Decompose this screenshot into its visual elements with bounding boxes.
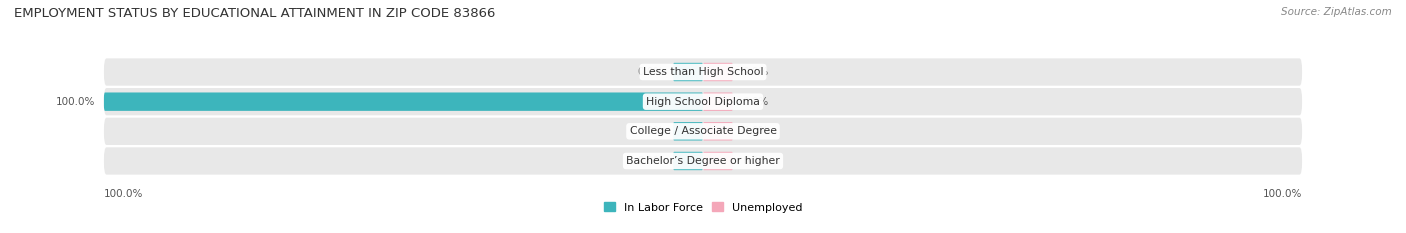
Text: 100.0%: 100.0% <box>104 189 143 199</box>
Text: 0.0%: 0.0% <box>742 156 768 166</box>
Text: 0.0%: 0.0% <box>638 126 664 136</box>
Text: High School Diploma: High School Diploma <box>647 97 759 107</box>
Text: Bachelor’s Degree or higher: Bachelor’s Degree or higher <box>626 156 780 166</box>
Legend: In Labor Force, Unemployed: In Labor Force, Unemployed <box>603 202 803 213</box>
FancyBboxPatch shape <box>703 122 733 140</box>
FancyBboxPatch shape <box>673 63 703 81</box>
Text: College / Associate Degree: College / Associate Degree <box>630 126 776 136</box>
Text: Source: ZipAtlas.com: Source: ZipAtlas.com <box>1281 7 1392 17</box>
Text: 100.0%: 100.0% <box>56 97 96 107</box>
FancyBboxPatch shape <box>104 93 703 111</box>
Text: 0.0%: 0.0% <box>742 67 768 77</box>
FancyBboxPatch shape <box>104 58 1302 86</box>
Text: 100.0%: 100.0% <box>1263 189 1302 199</box>
FancyBboxPatch shape <box>104 118 1302 145</box>
FancyBboxPatch shape <box>703 152 733 170</box>
FancyBboxPatch shape <box>703 93 733 111</box>
Text: 0.0%: 0.0% <box>638 67 664 77</box>
Text: 0.0%: 0.0% <box>742 126 768 136</box>
FancyBboxPatch shape <box>104 88 1302 115</box>
FancyBboxPatch shape <box>104 147 1302 175</box>
FancyBboxPatch shape <box>673 122 703 140</box>
Text: Less than High School: Less than High School <box>643 67 763 77</box>
FancyBboxPatch shape <box>673 152 703 170</box>
Text: 0.0%: 0.0% <box>742 97 768 107</box>
Text: EMPLOYMENT STATUS BY EDUCATIONAL ATTAINMENT IN ZIP CODE 83866: EMPLOYMENT STATUS BY EDUCATIONAL ATTAINM… <box>14 7 495 20</box>
FancyBboxPatch shape <box>703 63 733 81</box>
Text: 0.0%: 0.0% <box>638 156 664 166</box>
